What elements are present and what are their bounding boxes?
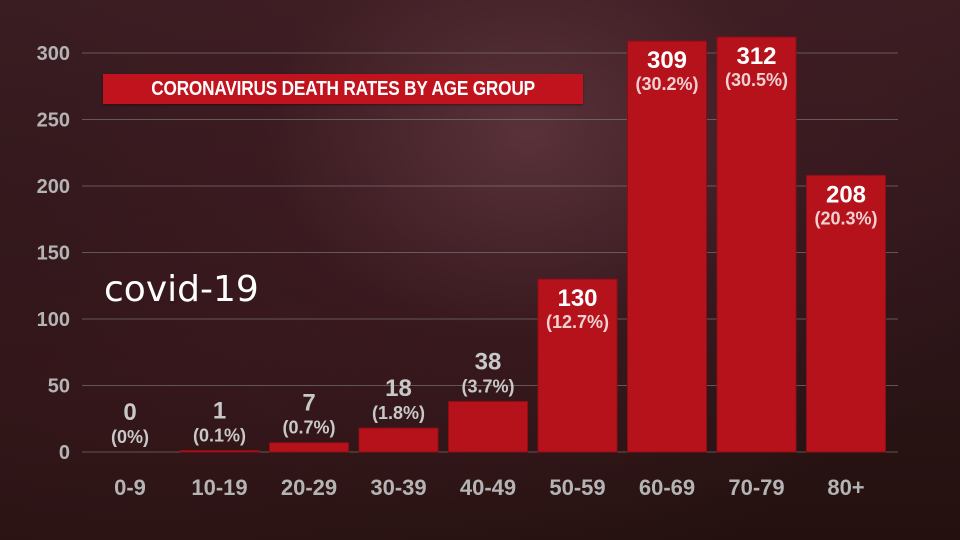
y-gridlines <box>82 52 898 453</box>
x-tick-label: 10-19 <box>191 475 247 500</box>
chart-title: CORONAVIRUS DEATH RATES BY AGE GROUP <box>151 77 535 100</box>
chart-title-banner: CORONAVIRUS DEATH RATES BY AGE GROUP <box>103 74 583 104</box>
caption-text: covid-19 <box>104 269 259 310</box>
y-tick-label: 0 <box>59 442 70 464</box>
value-label: 1 <box>213 398 226 425</box>
value-label: 309 <box>647 47 687 74</box>
x-tick-labels: 0-9 10-19 20-29 30-39 40-49 50-59 60-69 70-79 80… <box>114 475 865 500</box>
x-tick-label: 80+ <box>827 475 864 500</box>
y-tick-label: 150 <box>37 243 70 265</box>
percent-label: (30.2%) <box>635 74 698 94</box>
x-tick-label: 50-59 <box>549 475 605 500</box>
bar-60-69 <box>627 40 707 453</box>
y-tick-label: 200 <box>37 176 70 198</box>
bar-70-79 <box>716 36 797 453</box>
percent-label: (20.3%) <box>814 208 877 228</box>
value-label: 208 <box>826 181 866 208</box>
x-tick-label: 20-29 <box>281 475 337 500</box>
y-tick-label: 250 <box>37 110 70 132</box>
percent-label: (3.7%) <box>461 376 514 396</box>
percent-label: (12.7%) <box>546 312 609 332</box>
y-tick-label: 50 <box>48 376 70 398</box>
bar-50-59 <box>537 278 618 453</box>
bar-10-19 <box>179 450 260 453</box>
bar-40-49 <box>448 400 528 453</box>
x-tick-label: 0-9 <box>114 475 146 500</box>
percent-label: (0.7%) <box>282 418 335 438</box>
x-tick-label: 30-39 <box>370 475 426 500</box>
x-tick-label: 60-69 <box>639 475 695 500</box>
percent-label: (30.5%) <box>725 70 788 90</box>
y-tick-label: 100 <box>37 309 70 331</box>
data-labels: 0(0%) 1(0.1%) 7(0.7%) 18(1.8%) 38(3.7%) 130(1… <box>111 43 878 447</box>
y-tick-label: 300 <box>37 43 70 65</box>
value-label: 0 <box>123 399 136 426</box>
bar-30-39 <box>358 427 439 453</box>
value-label: 312 <box>736 43 776 70</box>
value-label: 38 <box>475 348 502 375</box>
percent-label: (0.1%) <box>193 426 246 446</box>
x-tick-label: 40-49 <box>460 475 516 500</box>
value-label: 7 <box>302 390 315 417</box>
value-label: 130 <box>557 285 597 312</box>
percent-label: (0%) <box>111 427 149 447</box>
bar-20-29 <box>269 442 349 453</box>
percent-label: (1.8%) <box>372 403 425 423</box>
bar-80+ <box>806 174 886 453</box>
x-tick-label: 70-79 <box>728 475 784 500</box>
bars <box>179 36 886 453</box>
y-tick-labels: 0 50 100 150 200 250 300 <box>37 43 70 464</box>
value-label: 18 <box>385 375 412 402</box>
